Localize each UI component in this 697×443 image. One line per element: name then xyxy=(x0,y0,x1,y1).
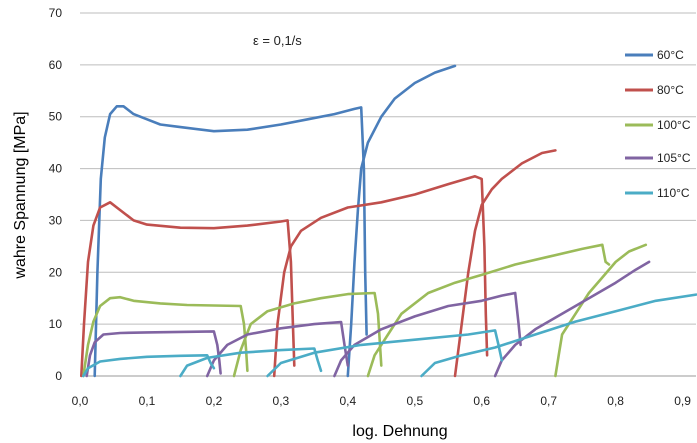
series-line xyxy=(232,291,383,378)
series-line xyxy=(179,347,323,378)
legend: 60°C 80°C 100°C 105°C 110°C xyxy=(625,48,691,200)
x-tick-label: 0,1 xyxy=(139,394,156,408)
x-tick-label: 0,8 xyxy=(607,394,624,408)
legend-label: 60°C xyxy=(657,48,684,62)
x-tick-label: 0,9 xyxy=(674,394,691,408)
y-tick-label: 0 xyxy=(55,369,62,383)
y-tick-label: 10 xyxy=(49,317,63,331)
series-line xyxy=(272,175,489,378)
series-80°C xyxy=(80,149,557,378)
y-tick-label: 70 xyxy=(49,6,63,20)
x-tick-label: 0,4 xyxy=(339,394,356,408)
series-105°C xyxy=(85,260,651,378)
series-line xyxy=(80,201,296,378)
x-tick-label: 0,5 xyxy=(406,394,423,408)
series-110°C xyxy=(82,293,697,378)
y-tick-label: 20 xyxy=(49,265,63,279)
legend-label: 105°C xyxy=(657,151,691,165)
legend-label: 110°C xyxy=(657,186,690,200)
series-60°C xyxy=(93,64,457,378)
series-line xyxy=(453,149,557,378)
legend-label: 100°C xyxy=(657,118,691,132)
legend-label: 80°C xyxy=(657,83,684,97)
series-line xyxy=(85,330,222,378)
x-tick-label: 0,3 xyxy=(273,394,290,408)
series-line xyxy=(93,105,368,378)
series-line xyxy=(493,260,651,378)
y-tick-label: 30 xyxy=(49,213,63,227)
y-tick-label: 40 xyxy=(49,162,63,176)
series-line xyxy=(366,243,611,378)
y-tick-labels: 0 10 20 30 40 50 60 70 xyxy=(49,6,63,383)
x-axis-title: log. Dehnung xyxy=(352,423,447,440)
y-tick-label: 60 xyxy=(49,58,63,72)
x-tick-label: 0,7 xyxy=(540,394,557,408)
strain-rate-annotation: ε = 0,1/s xyxy=(253,33,302,48)
series-line xyxy=(82,295,249,378)
grid-lines xyxy=(80,12,696,325)
x-tick-label: 0,0 xyxy=(72,394,89,408)
series-line xyxy=(82,354,216,378)
series-line xyxy=(346,64,457,378)
y-axis-title: wahre Spannung [MPa] xyxy=(12,111,29,279)
x-tick-labels: 0,0 0,1 0,2 0,3 0,4 0,5 0,6 0,7 0,8 0,9 xyxy=(72,394,692,408)
series-line xyxy=(554,243,648,378)
series-line xyxy=(333,291,522,378)
series-line xyxy=(266,329,504,378)
x-tick-label: 0,2 xyxy=(206,394,223,408)
y-tick-label: 50 xyxy=(49,110,63,124)
x-tick-label: 0,6 xyxy=(473,394,490,408)
series-layer xyxy=(80,64,697,378)
series-line xyxy=(420,293,697,378)
series-100°C xyxy=(82,243,648,378)
